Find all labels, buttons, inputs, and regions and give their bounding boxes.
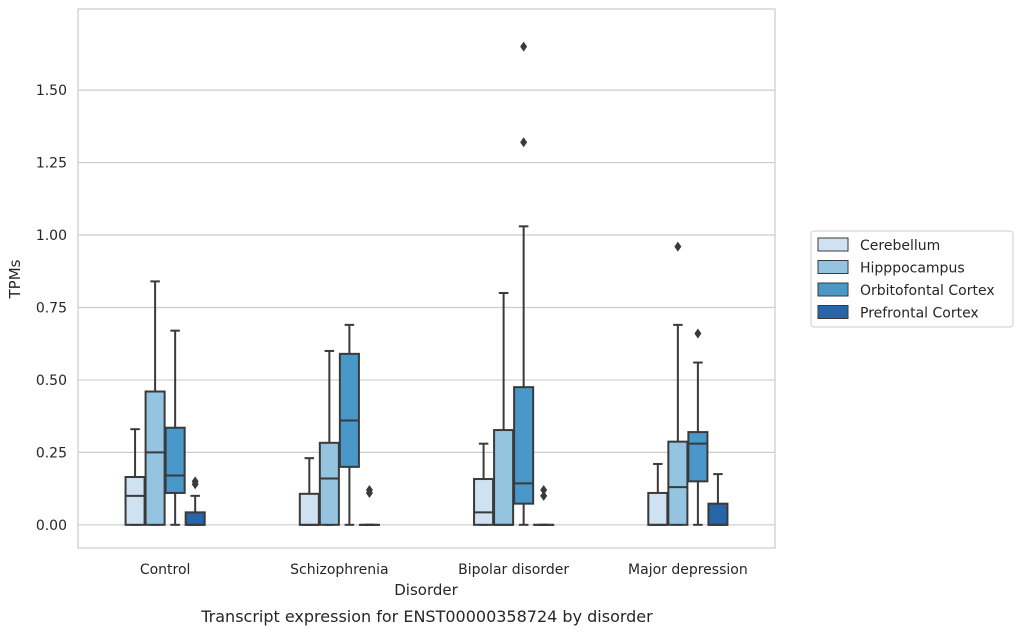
y-axis-label: TPMs <box>6 259 24 299</box>
y-tick-label: 0.50 <box>36 373 67 389</box>
plot-frame <box>77 8 776 549</box>
box-body <box>687 431 709 483</box>
box-body <box>298 492 320 526</box>
chart-caption: Transcript expression for ENST0000035872… <box>200 607 653 626</box>
legend-frame <box>810 230 1014 328</box>
legend-entry-label: Orbitofontal Cortex <box>860 283 995 299</box>
box-prefrontal-cortex <box>533 485 555 526</box>
x-axis-label: Disorder <box>394 581 458 599</box>
y-tick-label: 0.25 <box>36 445 67 461</box>
outlier-point <box>540 490 548 501</box>
box-body <box>164 426 186 494</box>
legend-swatch <box>817 237 849 252</box>
box-cerebellum <box>124 428 146 526</box>
x-tick-labels: Control Schizophrenia Bipolar disorder Majo… <box>140 562 748 578</box>
box-orbitofontal-cortex <box>513 41 535 526</box>
x-tick-label: Bipolar disorder <box>458 562 569 578</box>
box-hipppocampus <box>144 280 166 526</box>
box-body <box>647 491 669 526</box>
outlier-point <box>191 476 199 487</box>
box-body <box>493 429 515 526</box>
box-body <box>124 476 146 526</box>
box-body <box>707 502 729 526</box>
box-body <box>318 441 340 526</box>
outlier-point <box>520 137 528 148</box>
box-orbitofontal-cortex <box>338 323 360 526</box>
outlier-point <box>520 41 528 52</box>
box-body <box>144 390 166 526</box>
legend-swatch <box>817 260 849 274</box>
y-tick-label: 0.75 <box>36 300 67 316</box>
box-prefrontal-cortex <box>358 485 380 526</box>
box-cerebellum <box>473 442 495 526</box>
legend-entry-label: Cerebellum <box>860 238 940 254</box>
outlier-point <box>674 241 682 252</box>
box-plots <box>124 41 729 526</box>
outlier-point <box>365 485 373 496</box>
legend-entry-label: Hipppocampus <box>860 261 965 277</box>
y-tick-label: 1.50 <box>36 83 67 99</box>
box-body <box>184 511 206 526</box>
box-prefrontal-cortex <box>184 476 206 526</box>
x-tick-label: Major depression <box>628 562 748 578</box>
outlier-point <box>540 485 548 496</box>
y-tick-label: 1.00 <box>36 228 67 244</box>
y-tick-label: 0.00 <box>36 518 67 534</box>
x-tick-label: Schizophrenia <box>290 562 388 578</box>
box-body <box>513 386 535 505</box>
box-cerebellum <box>298 457 320 526</box>
box-hipppocampus <box>667 241 689 526</box>
box-orbitofontal-cortex <box>164 329 186 526</box>
y-tick-labels: 0.00 0.25 0.50 0.75 1.00 1.25 1.50 <box>36 83 67 534</box>
box-hipppocampus <box>318 349 340 526</box>
box-body <box>338 352 360 468</box>
legend-swatch <box>817 282 849 297</box>
legend: Cerebellum Hipppocampus Orbitofontal Corte… <box>810 230 1014 328</box>
box-body <box>473 478 495 526</box>
box-hipppocampus <box>493 291 515 526</box>
legend-entry-label: Prefrontal Cortex <box>860 306 979 322</box>
outlier-point <box>694 328 702 339</box>
box-orbitofontal-cortex <box>687 328 709 526</box>
box-cerebellum <box>647 462 669 526</box>
y-tick-label: 1.25 <box>36 156 67 172</box>
box-prefrontal-cortex <box>707 473 729 526</box>
legend-swatch <box>817 305 849 319</box>
x-tick-label: Control <box>140 562 191 578</box>
gridlines <box>78 89 775 526</box>
box-body <box>667 440 689 526</box>
